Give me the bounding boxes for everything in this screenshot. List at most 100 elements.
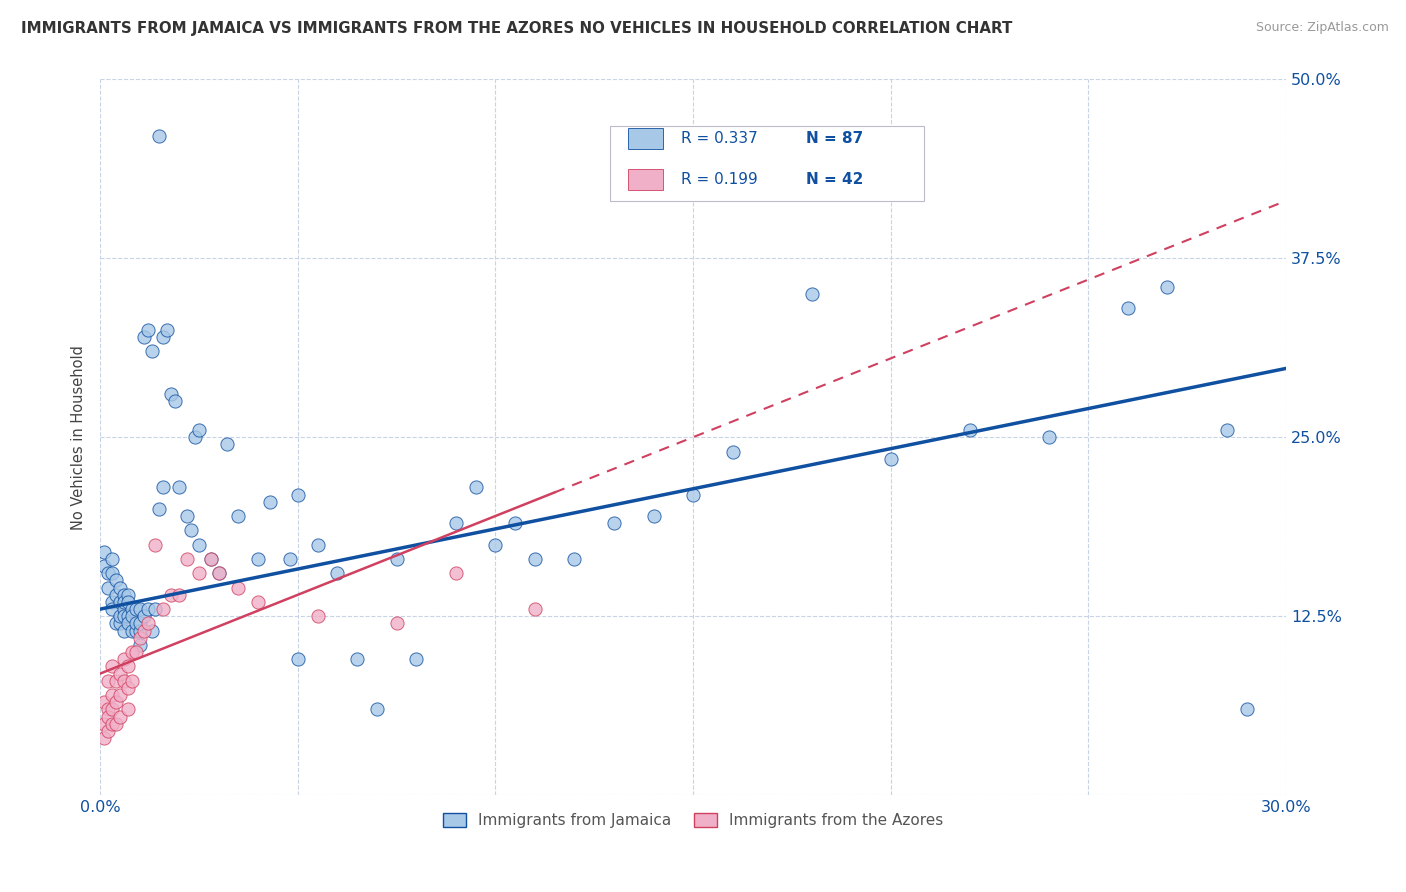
Point [188, 538, 211, 552]
Point [108, 666, 131, 681]
Point [141, 624, 163, 638]
Point [148, 501, 170, 516]
Point [112, 652, 135, 666]
FancyBboxPatch shape [628, 169, 664, 190]
Point [101, 688, 124, 702]
Point [307, 609, 329, 624]
Text: Source: ZipAtlas.com: Source: ZipAtlas.com [1256, 21, 1389, 35]
Point [444, 516, 467, 530]
Point [93, 716, 115, 731]
Point [104, 616, 127, 631]
Point [259, 494, 281, 508]
Point [464, 480, 486, 494]
Point [108, 616, 131, 631]
Point [125, 602, 148, 616]
Point [128, 631, 150, 645]
Point [228, 508, 250, 523]
Point [156, 323, 179, 337]
Point [93, 545, 115, 559]
Point [93, 731, 115, 745]
Point [97, 723, 120, 738]
Point [326, 566, 349, 581]
Point [132, 330, 155, 344]
Point [503, 516, 526, 530]
Point [132, 624, 155, 638]
Point [564, 552, 586, 566]
Point [141, 344, 163, 359]
Point [346, 652, 368, 666]
Point [180, 524, 202, 538]
Point [121, 673, 143, 688]
Point [385, 616, 408, 631]
Point [287, 487, 309, 501]
Point [152, 330, 174, 344]
Point [101, 595, 124, 609]
Point [108, 688, 131, 702]
Point [959, 423, 981, 437]
Point [188, 566, 211, 581]
FancyBboxPatch shape [610, 126, 924, 201]
Point [1116, 301, 1139, 316]
Point [128, 638, 150, 652]
Point [117, 609, 139, 624]
Point [152, 480, 174, 494]
Point [112, 624, 135, 638]
Point [104, 695, 127, 709]
Point [643, 508, 665, 523]
Point [152, 602, 174, 616]
Text: N = 42: N = 42 [806, 172, 863, 186]
Point [484, 538, 506, 552]
Point [128, 624, 150, 638]
Point [215, 437, 238, 451]
Point [128, 616, 150, 631]
Point [108, 581, 131, 595]
Point [145, 538, 167, 552]
Point [1156, 279, 1178, 293]
FancyBboxPatch shape [628, 128, 664, 149]
Point [366, 702, 388, 716]
Point [523, 602, 546, 616]
Point [97, 673, 120, 688]
Point [117, 659, 139, 673]
Point [160, 387, 183, 401]
Point [136, 323, 159, 337]
Text: IMMIGRANTS FROM JAMAICA VS IMMIGRANTS FROM THE AZORES NO VEHICLES IN HOUSEHOLD C: IMMIGRANTS FROM JAMAICA VS IMMIGRANTS FR… [21, 21, 1012, 37]
Point [93, 559, 115, 574]
Point [880, 451, 903, 466]
Point [108, 609, 131, 624]
Point [247, 595, 270, 609]
Point [200, 552, 222, 566]
Point [165, 394, 187, 409]
Point [112, 588, 135, 602]
Point [101, 702, 124, 716]
Point [101, 566, 124, 581]
Point [184, 430, 207, 444]
Point [1216, 423, 1239, 437]
Point [167, 588, 190, 602]
Text: N = 87: N = 87 [806, 131, 863, 146]
Point [108, 595, 131, 609]
Point [101, 716, 124, 731]
Point [307, 538, 329, 552]
Point [145, 602, 167, 616]
Point [176, 552, 198, 566]
Point [112, 673, 135, 688]
Point [148, 129, 170, 144]
Point [228, 581, 250, 595]
Point [444, 566, 467, 581]
Y-axis label: No Vehicles in Household: No Vehicles in Household [72, 344, 86, 530]
Point [104, 574, 127, 588]
Point [125, 616, 148, 631]
Point [112, 609, 135, 624]
Text: R = 0.337: R = 0.337 [682, 131, 758, 146]
Point [721, 444, 744, 458]
Point [101, 659, 124, 673]
Point [121, 609, 143, 624]
Point [247, 552, 270, 566]
Point [121, 624, 143, 638]
Point [125, 645, 148, 659]
Point [97, 566, 120, 581]
Point [93, 695, 115, 709]
Point [101, 552, 124, 566]
Point [405, 652, 427, 666]
